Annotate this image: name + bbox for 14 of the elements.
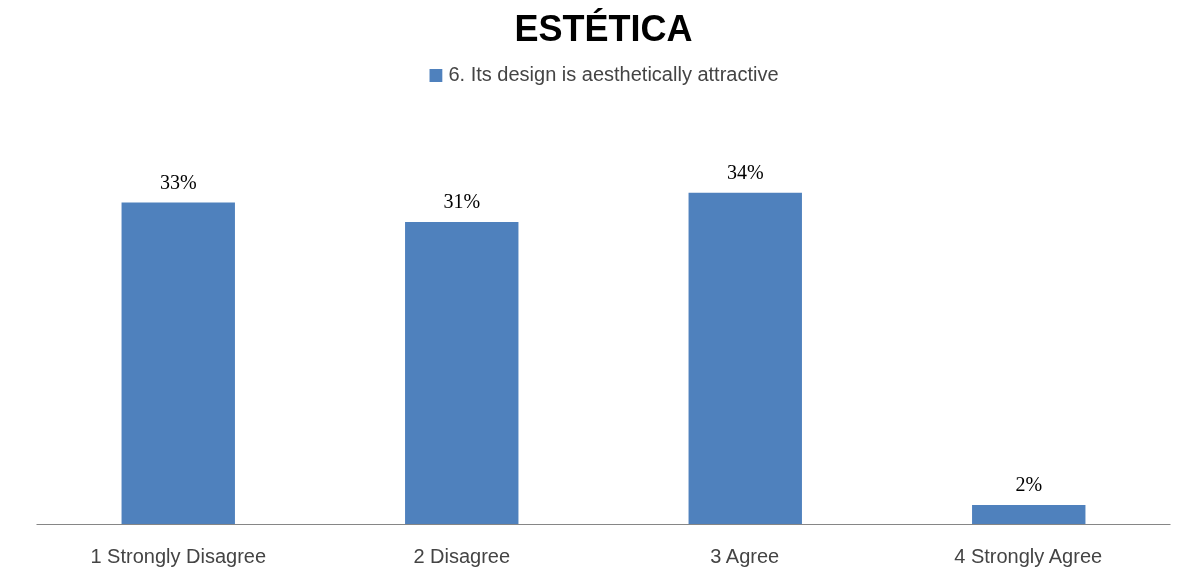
data-label: 33% [159, 170, 197, 193]
bar [405, 222, 519, 525]
x-tick-label: 2 Disagree [413, 544, 511, 567]
bar [688, 192, 802, 525]
data-label: 2% [1015, 472, 1043, 495]
bar [121, 202, 235, 525]
chart-title: ESTÉTICA [514, 7, 693, 49]
x-tick-label: 4 Strongly Agree [954, 544, 1103, 567]
legend-label: 6. Its design is aesthetically attractive [448, 63, 779, 86]
data-label: 34% [726, 160, 764, 183]
bar [972, 504, 1086, 525]
x-tick-label: 1 Strongly Disagree [90, 544, 267, 567]
data-label: 31% [443, 190, 481, 213]
x-tick-label: 3 Agree [710, 544, 780, 567]
